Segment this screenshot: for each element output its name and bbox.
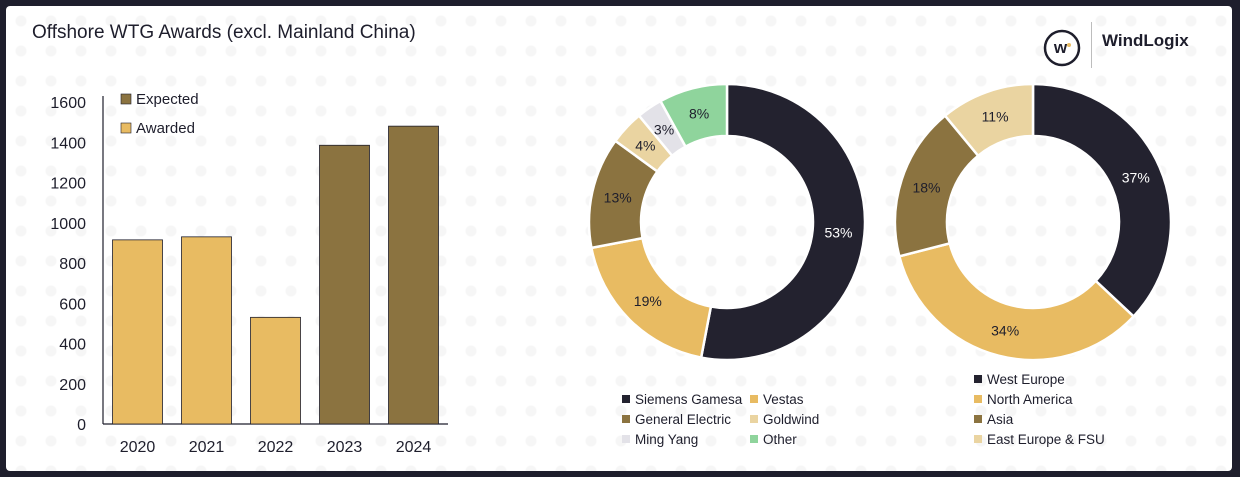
legend-label: Asia bbox=[987, 412, 1014, 427]
x-tick-label: 2024 bbox=[396, 439, 432, 456]
bar-2022 bbox=[250, 316, 301, 425]
y-tick-label: 400 bbox=[59, 337, 86, 354]
legend-item-vestas: Vestas bbox=[750, 392, 804, 407]
chart-title: Offshore WTG Awards (excl. Mainland Chin… bbox=[32, 22, 416, 43]
legend-item-east-europe-fsu: East Europe & FSU bbox=[974, 432, 1105, 447]
legend-swatch bbox=[750, 435, 758, 443]
bar-2021 bbox=[181, 236, 232, 425]
data-label-east-europe-fsu: 11% bbox=[982, 109, 1009, 125]
legend-swatch bbox=[974, 375, 982, 383]
legend-swatch bbox=[974, 415, 982, 423]
legend-label: General Electric bbox=[635, 412, 732, 427]
x-tick-label: 2023 bbox=[327, 439, 363, 456]
legend-label: Vestas bbox=[763, 392, 804, 407]
y-tick-label: 1000 bbox=[50, 216, 86, 233]
y-tick-label: 1200 bbox=[50, 176, 86, 193]
windlogix-logo-icon: w bbox=[1043, 29, 1081, 67]
x-tick-label: 2020 bbox=[120, 439, 156, 456]
legend-label: Ming Yang bbox=[635, 432, 699, 447]
legend-label: West Europe bbox=[987, 372, 1065, 387]
data-label-north-america: 34% bbox=[991, 322, 1019, 338]
data-label-general-electric: 13% bbox=[604, 190, 632, 206]
bar-chart: 0 200 400 600 800 1000 1200 1400 1600 2020 2021 202… bbox=[50, 91, 448, 456]
data-label-goldwind: 4% bbox=[635, 137, 655, 153]
legend-label: Goldwind bbox=[763, 412, 820, 427]
data-label-ming-yang: 3% bbox=[654, 121, 674, 137]
y-tick-label: 200 bbox=[59, 377, 86, 394]
donut-chart-regions: 37% 34% 18% 11% bbox=[893, 82, 1173, 362]
legend-swatch bbox=[622, 395, 630, 403]
data-label-asia: 18% bbox=[912, 179, 940, 195]
logo-divider bbox=[1091, 22, 1092, 68]
legend-swatch bbox=[974, 395, 982, 403]
y-tick-label: 1600 bbox=[50, 95, 86, 112]
data-label-west-europe: 37% bbox=[1122, 170, 1150, 186]
legend-label-expected: Expected bbox=[136, 91, 199, 108]
legend-item-ming-yang: Ming Yang bbox=[622, 432, 698, 447]
logo-letter: w bbox=[1053, 38, 1068, 57]
legend-item-asia: Asia bbox=[974, 412, 1013, 427]
legend-swatch bbox=[974, 435, 982, 443]
y-tick-label: 800 bbox=[59, 256, 86, 273]
legend-item-siemens-gamesa: Siemens Gamesa bbox=[622, 392, 742, 407]
brand-name: WindLogix bbox=[1102, 31, 1189, 50]
legend-oems: Siemens Gamesa Vestas General Electric Gold… bbox=[622, 392, 882, 462]
legend-item-north-america: North America bbox=[974, 392, 1073, 407]
legend-regions: West Europe North America Asia East Europe … bbox=[974, 372, 1174, 462]
legend-item-general-electric: General Electric bbox=[622, 412, 731, 427]
legend-label: Siemens Gamesa bbox=[635, 392, 743, 407]
data-label-siemens-gamesa: 53% bbox=[824, 225, 852, 241]
donut-chart-oems: 53% 19% 13% 4%3% 8% bbox=[587, 82, 867, 362]
legend-swatch-awarded bbox=[120, 122, 132, 134]
data-label-other: 8% bbox=[689, 106, 709, 122]
y-tick-label: 1400 bbox=[50, 135, 86, 152]
bar-2023 bbox=[319, 144, 370, 425]
legend-label-awarded: Awarded bbox=[136, 120, 195, 137]
legend-swatch-expected bbox=[120, 93, 132, 105]
y-tick-label: 0 bbox=[77, 417, 86, 434]
x-tick-label: 2021 bbox=[189, 439, 225, 456]
slice-east-europe-fsu bbox=[943, 82, 1035, 158]
legend-swatch bbox=[750, 415, 758, 423]
legend-swatch bbox=[622, 435, 630, 443]
legend-swatch bbox=[750, 395, 758, 403]
data-label-vestas: 19% bbox=[634, 293, 662, 309]
bar-2024 bbox=[388, 125, 439, 425]
legend-label: Other bbox=[763, 432, 797, 447]
legend-item-goldwind: Goldwind bbox=[750, 412, 819, 427]
slice-west-europe bbox=[1031, 82, 1173, 319]
slice-siemens-gamesa bbox=[699, 82, 867, 362]
bar-2020 bbox=[112, 239, 163, 425]
slice-other bbox=[658, 82, 729, 149]
slice-north-america bbox=[897, 241, 1136, 362]
y-tick-label: 600 bbox=[59, 296, 86, 313]
legend-label: North America bbox=[987, 392, 1073, 407]
legend-item-west-europe: West Europe bbox=[974, 372, 1065, 387]
legend-item-other: Other bbox=[750, 432, 797, 447]
chart-panel: Offshore WTG Awards (excl. Mainland Chin… bbox=[6, 6, 1232, 471]
legend-swatch bbox=[622, 415, 630, 423]
legend-label: East Europe & FSU bbox=[987, 432, 1105, 447]
x-tick-label: 2022 bbox=[258, 439, 294, 456]
